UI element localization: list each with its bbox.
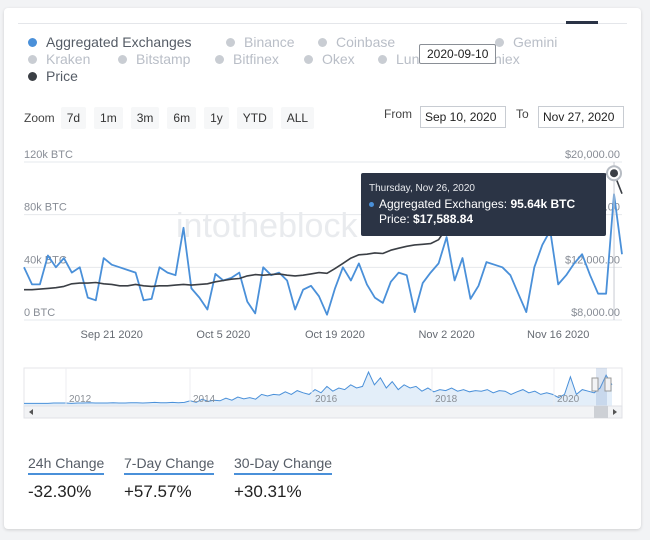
stat-value: +57.57% [124,482,192,501]
legend-dot-icon [226,37,235,47]
navigator-line [24,370,613,404]
y-left-tick-label: 120k BTC [24,149,73,161]
legend-label: Aggregated Exchanges [46,34,192,50]
navigator-year-label: 2012 [69,394,92,405]
y-right-tick-label: $20,000.00 [565,149,620,161]
zoom-label: Zoom [24,111,55,125]
x-tick-label: Nov 2 2020 [418,329,474,341]
navigator-year-label: 2016 [315,394,338,405]
legend-item-aggregated-exchanges[interactable]: Aggregated Exchanges [28,34,192,50]
series-dot-icon [369,202,374,208]
navigator-year-label: 2014 [193,394,216,405]
legend-label: Bitfinex [233,51,279,67]
scrollbar-thumb [594,406,608,418]
navigator-selection [596,368,607,406]
hover-marker [610,169,619,178]
navigator-area [24,372,612,406]
legend-label: Okex [322,51,355,67]
stat-label[interactable]: 24h Change [28,455,105,475]
legend-dot-icon [318,37,327,47]
legend-item-gemini[interactable]: Gemini [495,34,557,50]
tooltip-series-value: 95.64k BTC [510,197,576,211]
from-label: From [384,107,412,121]
stat-label[interactable]: 7-Day Change [124,455,215,475]
legend-label: Binance [244,34,295,50]
y-left-tick-label: 0 BTC [24,307,55,319]
tooltip-price-label: Price: [379,212,410,226]
stat-30d: 30-Day Change +30.31% [234,455,333,502]
legend-label: Gemini [513,34,558,50]
y-right-tick-label: $8,000.00 [571,307,620,319]
legend-dot-icon [304,54,313,64]
stat-7d: 7-Day Change +57.57% [124,455,215,502]
legend-dot-icon [28,54,37,64]
navigator-year-label: 2018 [435,394,458,405]
legend-item-bitstamp[interactable]: Bitstamp [118,51,190,67]
active-tab-indicator [566,21,598,24]
chart-tooltip: Thursday, Nov 26, 2020 Aggregated Exchan… [361,173,606,236]
stat-24h: 24h Change -32.30% [28,455,105,502]
legend-item-binance[interactable]: Binance [226,34,295,50]
navigator-year-label: 2020 [557,394,580,405]
legend-item-okex[interactable]: Okex [304,51,355,67]
legend-item-bitfinex[interactable]: Bitfinex [215,51,279,67]
legend-dot-icon [215,54,224,64]
tooltip-price-value: $17,588.84 [413,212,474,226]
stat-label[interactable]: 30-Day Change [234,455,333,475]
to-date-input[interactable]: Nov 27, 2020 [538,106,624,128]
zoom-button-1m[interactable]: 1m [94,107,123,129]
zoom-button-all[interactable]: ALL [280,107,315,129]
tooltip-series-row: Aggregated Exchanges: 95.64k BTC [369,197,575,211]
legend-label: Coinbase [336,34,396,50]
legend-dot-icon [118,54,127,64]
legend-item-kraken[interactable]: Kraken [28,51,90,67]
scroll-right-icon [613,409,617,415]
x-tick-label: Oct 19 2020 [305,329,365,341]
series-line-aggregated-exchanges [23,193,623,316]
watermark: intotheblock [176,207,358,245]
tooltip-series-label: Aggregated Exchanges: [379,197,508,211]
legend-item-price[interactable]: Price [28,68,78,84]
navigator-handle-right [604,377,612,392]
zoom-button-ytd[interactable]: YTD [236,107,273,129]
top-divider [18,23,627,24]
to-label: To [516,107,529,121]
zoom-button-6m[interactable]: 6m [167,107,197,129]
navigator-scrollbar [23,405,623,419]
zoom-button-3m[interactable]: 3m [130,107,160,129]
legend-label: Kraken [46,51,91,67]
legend-dot-icon [28,71,37,81]
legend-dot-icon [378,54,387,64]
legend-dot-icon [495,37,504,47]
legend-dot-icon [28,37,37,47]
x-tick-label: Sep 21 2020 [81,329,143,341]
y-left-tick-label: 80k BTC [24,202,67,214]
legend-item-coinbase[interactable]: Coinbase [318,34,395,50]
stat-value: +30.31% [234,482,302,501]
y-left-tick-label: 40k BTC [24,254,67,266]
from-date-input[interactable]: Sep 10, 2020 [420,106,506,128]
tooltip-price-row: Price: $17,588.84 [379,212,473,226]
stat-value: -32.30% [28,482,92,501]
date-picker-popup[interactable]: 2020-09-10 [419,44,497,64]
zoom-button-7d[interactable]: 7d [60,107,87,129]
x-tick-label: Nov 16 2020 [527,329,589,341]
scroll-left-icon [29,409,33,415]
zoom-button-1y[interactable]: 1y [204,107,229,129]
legend-label: Bitstamp [136,51,191,67]
tooltip-date: Thursday, Nov 26, 2020 [369,183,475,194]
x-tick-label: Oct 5 2020 [196,329,250,341]
legend-label: Price [46,68,78,84]
zoom-controls: Zoom 7d 1m 3m 6m 1y YTD ALL [24,107,322,129]
navigator-handle-left [591,377,599,392]
